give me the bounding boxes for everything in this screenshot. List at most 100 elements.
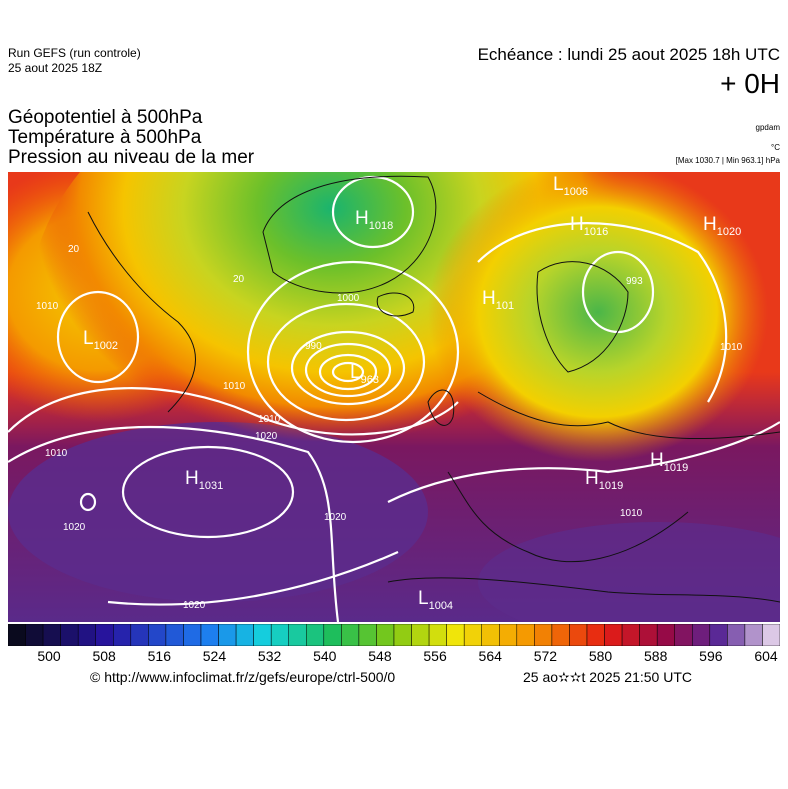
pressure-center: H1031 — [185, 468, 223, 492]
color-swatch — [463, 624, 482, 646]
center-value: 1006 — [564, 186, 588, 198]
color-swatch — [411, 624, 430, 646]
color-swatch — [253, 624, 272, 646]
coastlines — [87, 175, 780, 603]
pressure-center: H1020 — [703, 214, 741, 238]
unit: °C — [771, 143, 780, 152]
color-swatch — [516, 624, 535, 646]
color-swatch — [428, 624, 447, 646]
colorbar-ticks: 500 508 516 524 532 540 548 556 564 572 580 588 596 6… — [37, 648, 777, 668]
center-letter: H — [703, 214, 717, 235]
contour-label: 1020 — [183, 600, 206, 611]
color-swatch — [42, 624, 61, 646]
cool-zone — [428, 172, 768, 462]
colorbar-tick-label: 588 — [644, 648, 668, 664]
field: Pression au niveau de la mer — [8, 147, 255, 168]
color-swatch — [270, 624, 289, 646]
color-swatch — [323, 624, 342, 646]
color-swatch — [499, 624, 518, 646]
contour-label: 1020 — [255, 431, 278, 442]
center-value: 1031 — [199, 480, 223, 492]
pressure-center: L963 — [350, 362, 379, 386]
color-swatch — [569, 624, 588, 646]
color-swatch — [358, 624, 377, 646]
color-swatch — [639, 624, 658, 646]
pressure-center: H1019 — [650, 450, 688, 474]
contour-label: 20 — [233, 274, 245, 285]
color-swatch — [393, 624, 412, 646]
color-swatch — [551, 624, 570, 646]
color-swatch — [604, 624, 623, 646]
center-letter: H — [482, 288, 496, 309]
contour-label: 1010 — [720, 342, 743, 353]
color-swatch — [148, 624, 167, 646]
center-letter: H — [185, 468, 199, 489]
color-swatch — [534, 624, 553, 646]
color-swatch — [306, 624, 325, 646]
contour-label: 1010 — [258, 414, 281, 425]
field: Géopotentiel à 500hPa — [8, 107, 203, 128]
colorbar-tick-label: 556 — [423, 648, 447, 664]
pressure-center: L1006 — [553, 174, 588, 198]
center-letter: H — [570, 214, 584, 235]
color-swatch — [25, 624, 44, 646]
colorbar-tick-label: 596 — [699, 648, 723, 664]
contour-label: 1010 — [620, 508, 643, 519]
colorbar-tick-label: 508 — [92, 648, 116, 664]
isobars — [8, 175, 780, 622]
colorbar-tick-label: 516 — [147, 648, 171, 664]
color-swatch — [709, 624, 728, 646]
pressure-center: H1019 — [585, 468, 623, 492]
colorbar-tick-label: 548 — [368, 648, 392, 664]
contour-label: 20 — [68, 244, 80, 255]
color-swatch — [341, 624, 360, 646]
contour-label: 1000 — [337, 293, 360, 304]
colorbar — [8, 624, 780, 646]
color-swatch — [446, 624, 465, 646]
color-swatch — [674, 624, 693, 646]
pressure-center: H1016 — [570, 214, 608, 238]
pressure-center: H1018 — [355, 208, 393, 232]
colorbar-tick-label: 540 — [313, 648, 337, 664]
unit: [Max 1030.7 | Min 963.1] hPa — [675, 156, 780, 165]
center-value: 1019 — [664, 462, 688, 474]
colorbar-tick-label: 500 — [37, 648, 61, 664]
contour-label: 1010 — [45, 448, 68, 459]
center-value: 1019 — [599, 480, 623, 492]
center-letter: H — [355, 208, 369, 229]
center-letter: L — [83, 328, 94, 349]
contour-label: 1010 — [223, 381, 246, 392]
source-url: © http://www.infoclimat.fr/z/gefs/europe… — [90, 669, 396, 685]
unit: gpdam — [755, 123, 780, 132]
timestamp: 25 ao✫✫t 2025 21:50 UTC — [523, 669, 693, 685]
run-date: 25 aout 2025 18Z — [8, 61, 103, 75]
center-letter: H — [650, 450, 664, 471]
colorbar-tick-label: 524 — [202, 648, 227, 664]
color-swatch — [95, 624, 114, 646]
center-value: 963 — [361, 374, 379, 386]
contour-label: 993 — [626, 276, 643, 287]
color-swatch — [165, 624, 184, 646]
center-value: 1002 — [94, 340, 118, 352]
center-value: 1004 — [429, 600, 453, 612]
color-swatch — [376, 624, 395, 646]
colorbar-tick-label: 532 — [257, 648, 282, 664]
contour-label: 990 — [305, 341, 322, 352]
color-swatch — [481, 624, 500, 646]
color-swatch — [762, 624, 780, 646]
color-swatch — [744, 624, 763, 646]
color-swatch — [656, 624, 675, 646]
center-value: 101 — [496, 300, 514, 312]
pressure-center: H101 — [482, 288, 514, 312]
color-swatch — [727, 624, 746, 646]
color-swatch — [130, 624, 149, 646]
center-letter: L — [418, 588, 429, 609]
color-swatch — [288, 624, 307, 646]
center-letter: L — [553, 174, 564, 195]
pressure-center: L1002 — [83, 328, 118, 352]
center-letter: H — [585, 468, 599, 489]
lead-time: + 0H — [720, 68, 780, 99]
color-swatch — [692, 624, 711, 646]
center-value: 1020 — [717, 226, 741, 238]
